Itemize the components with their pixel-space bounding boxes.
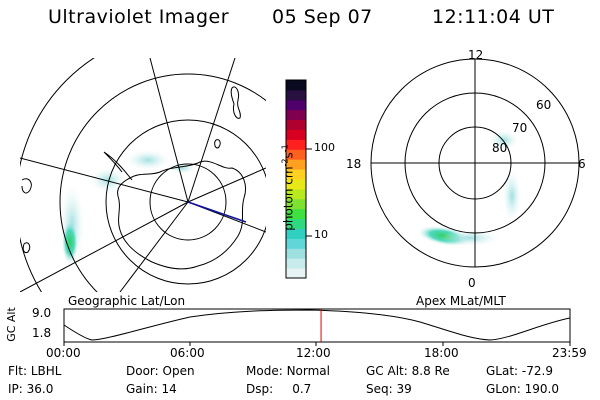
satellite-ground-track [187,201,247,223]
colorbar-tick-100: 100 [314,141,335,154]
colorbar-swatch [286,139,306,150]
peninsula-outline [103,151,133,181]
info-mode: Mode: Normal [246,364,330,378]
mlt-panel-label: Apex MLat/MLT [416,294,506,308]
colorbar-swatch [286,248,306,259]
info-door: Door: Open [126,364,195,378]
geographic-map [20,58,266,292]
date-label: 05 Sep 07 [272,6,373,28]
colorbar-swatch [286,149,306,160]
colorbar-swatch [286,80,306,91]
timeline-tick-0600: 06:00 [170,346,205,360]
colorbar-swatch [286,268,306,279]
colorbar-swatch [286,179,306,190]
info-ip: IP: 36.0 [8,382,54,396]
colorbar-tick-10: 10 [314,228,328,241]
meridians [20,58,266,292]
timeline-tick-1800: 18:00 [424,346,459,360]
mlt-polar-plot [370,58,580,268]
colorbar [285,79,312,279]
mlt-label-0: 0 [468,276,476,290]
colorbar-swatch [286,238,306,249]
colorbar-swatch [286,198,306,210]
colorbar-swatch [286,119,306,130]
mlt-label-6: 6 [578,157,586,171]
altitude-curve [63,309,571,341]
coast-outline [230,86,241,119]
info-dsp: Dsp: 0.7 [246,382,312,396]
mlat-label-60: 60 [536,98,552,112]
mlat-label-70: 70 [512,121,528,135]
colorbar-unit-label: photon cm-2s-1 [280,144,296,231]
info-filter: Flt: LBHL [8,364,62,378]
colorbar-swatch [286,109,306,121]
time-label: 12:11:04 UT [432,6,555,28]
timeline-tick-0000: 00:00 [46,346,81,360]
colorbar-swatch [286,169,306,180]
mlt-label-12: 12 [468,48,484,62]
colorbar-swatch [286,188,306,200]
info-gain: Gain: 14 [126,382,177,396]
timeline-tick-1200: 12:00 [296,346,331,360]
colorbar-swatch [286,218,306,229]
timeline-tick-2359: 23:59 [552,346,587,360]
colorbar-swatch [286,99,306,111]
colorbar-swatch [286,258,306,269]
mlt-label-18: 18 [346,157,362,171]
mlat-label-80: 80 [492,141,508,155]
colorbar-swatch [286,159,306,170]
timeline-ymax: 9.0 [32,306,52,320]
timeline-ymin: 1.8 [32,326,52,340]
latitude-circles [20,58,266,292]
info-seq: Seq: 39 [366,382,412,396]
info-glat: GLat: -72.9 [486,364,553,378]
geo-panel-label: Geographic Lat/Lon [68,294,186,308]
colorbar-swatch [286,129,306,140]
colorbar-swatch [286,208,306,220]
colorbar-swatch [286,228,306,239]
app-title: Ultraviolet Imager [48,6,230,28]
timeline-axis-label: GC Alt [4,307,18,342]
south-america-outline [21,178,32,194]
altitude-timeline [63,308,571,346]
info-glon: GLon: 190.0 [486,382,559,396]
info-gc-alt: GC Alt: 8.8 Re [366,364,450,378]
colorbar-swatch [286,89,306,101]
antarctica-outline [117,160,246,270]
